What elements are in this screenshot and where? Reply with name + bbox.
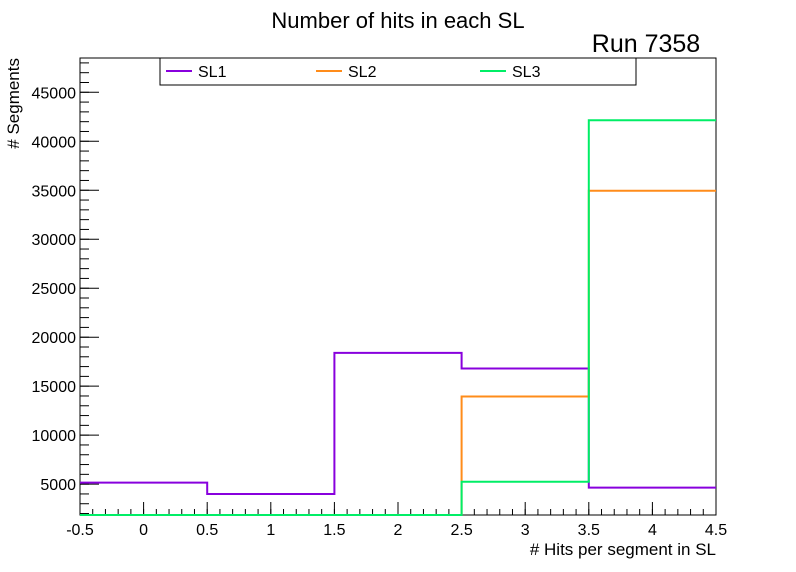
series-step-line — [80, 351, 716, 495]
legend-entry-sl2: SL2 — [316, 64, 377, 81]
y-axis-label: # Segments — [4, 58, 23, 149]
y-tick-label: 35000 — [32, 183, 77, 200]
x-tick-label: 3.5 — [578, 522, 600, 539]
legend-entry-sl1: SL1 — [166, 64, 227, 81]
y-tick-label: 25000 — [32, 281, 77, 298]
series-step-line — [80, 119, 716, 516]
plot-frame — [79, 57, 717, 516]
y-major-ticks: 5000 10000 15000 20000 25000 30000 35000 40000 4… — [32, 85, 99, 494]
legend-box — [159, 57, 637, 86]
y-tick-label: 30000 — [32, 232, 77, 249]
x-axis-label: # Hits per segment in SL — [530, 540, 716, 559]
x-tick-label: 0.5 — [196, 522, 218, 539]
x-tick-label: 4 — [648, 522, 657, 539]
y-tick-label: 15000 — [32, 379, 77, 396]
legend: SL1 SL2 SL3 — [159, 57, 637, 86]
series-layer — [80, 119, 716, 516]
x-tick-label: 0 — [139, 522, 148, 539]
legend-label: SL3 — [512, 64, 541, 81]
legend-label: SL1 — [198, 64, 227, 81]
legend-entry-sl3: SL3 — [480, 64, 541, 81]
x-tick-label: -0.5 — [66, 522, 94, 539]
series-sl1 — [80, 351, 716, 495]
x-tick-label: 2 — [394, 522, 403, 539]
run-label: Run 7358 — [592, 30, 700, 58]
y-tick-label: 40000 — [32, 134, 77, 151]
y-tick-label: 20000 — [32, 330, 77, 347]
x-tick-label: 1 — [266, 522, 275, 539]
y-tick-label: 45000 — [32, 85, 77, 102]
x-tick-label: 1.5 — [323, 522, 345, 539]
x-tick-label: 3 — [521, 522, 530, 539]
y-tick-label: 5000 — [40, 477, 76, 494]
series-sl3 — [80, 119, 716, 516]
x-tick-label: 2.5 — [450, 522, 472, 539]
y-tick-label: 10000 — [32, 428, 77, 445]
chart-title: Number of hits in each SL — [271, 8, 524, 33]
x-major-ticks: -0.5 0 0.5 1 1.5 2 2.5 3 3.5 4 4.5 — [66, 502, 727, 539]
x-tick-label: 4.5 — [705, 522, 727, 539]
legend-label: SL2 — [348, 64, 377, 81]
